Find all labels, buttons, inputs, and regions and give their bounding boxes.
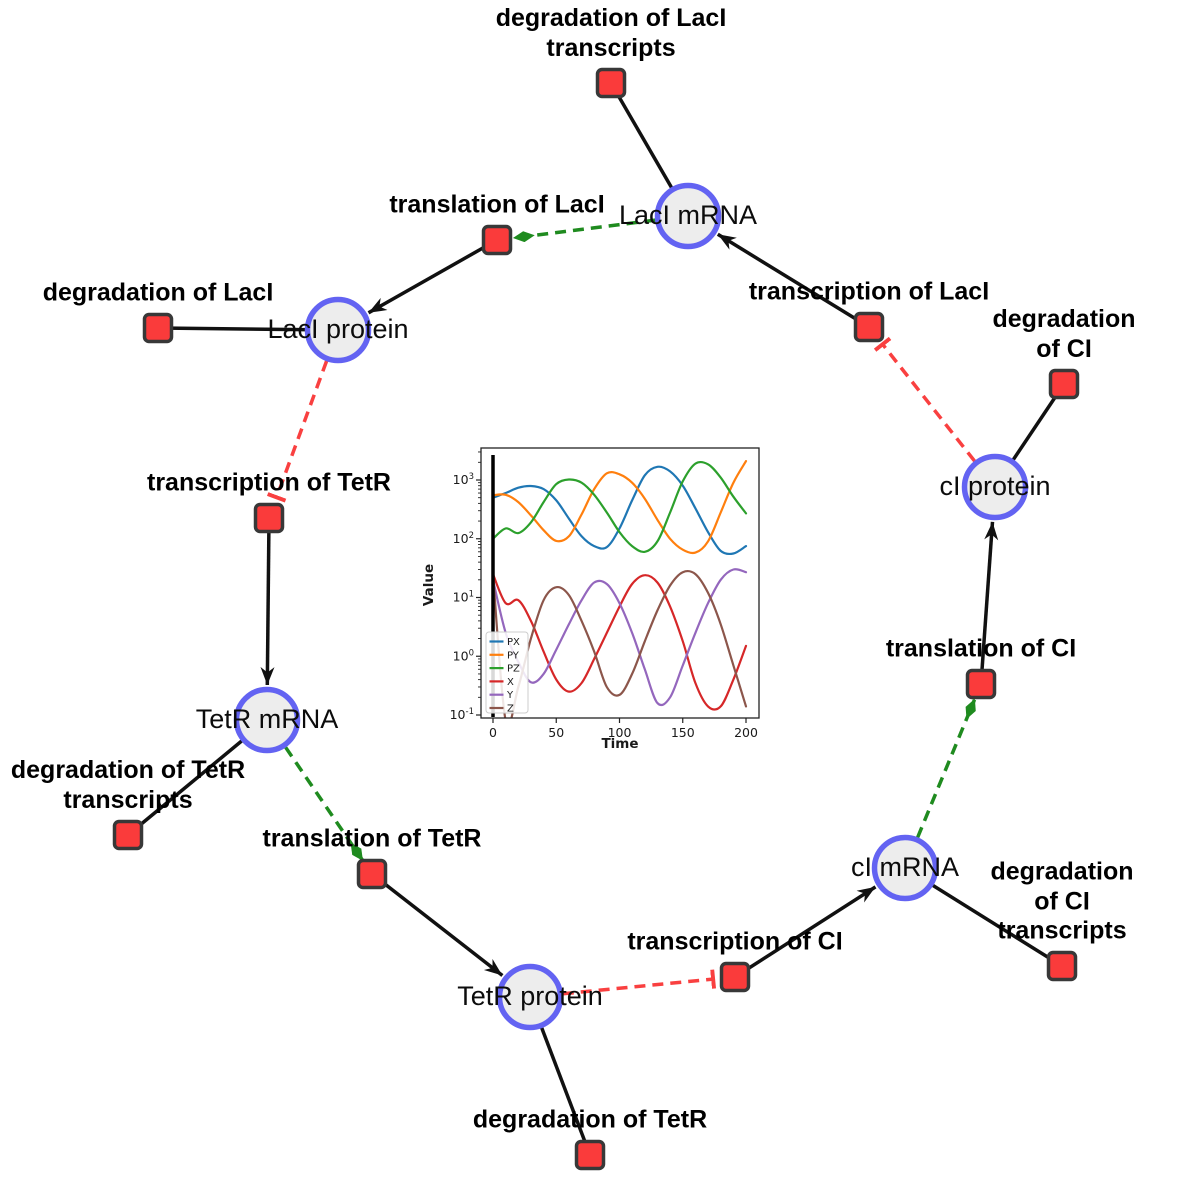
chart-ylabel: Value	[421, 564, 437, 606]
x-tick-label-50: 50	[548, 725, 564, 740]
edge-inhibition-tetr-protein-to-transcription-of-ci	[562, 969, 717, 996]
species-node-laci-protein	[304, 296, 372, 364]
chart-series-group	[491, 455, 748, 718]
chart-ticks-group: 0 50 100 150 200 10-1 100 101 102 103	[450, 451, 758, 740]
legend-label-PX: PX	[507, 637, 520, 648]
x-tick-label-100: 100	[608, 725, 632, 740]
node-group	[112, 67, 1080, 1171]
legend-label-Z: Z	[507, 704, 514, 715]
edge-production-translation-of-ci-to-ci-protein	[979, 521, 999, 685]
y-tick-label-1e-1: 10-1	[450, 707, 474, 722]
reaction-node-degradation-of-tetr-transcripts	[112, 819, 144, 851]
species-node-ci-mrna	[871, 834, 939, 902]
x-tick-label-150: 150	[671, 725, 695, 740]
edge-catalysis-laci-mrna-to-translation-of-laci	[512, 218, 656, 243]
x-tick-label-200: 200	[734, 725, 758, 740]
series-PY	[491, 460, 748, 555]
reaction-node-translation-of-laci	[481, 224, 513, 256]
reaction-node-degradation-of-ci-transcripts	[1046, 950, 1078, 982]
species-node-tetr-mrna	[233, 686, 301, 754]
y-tick-label-1e3: 103	[453, 472, 474, 487]
edge-production-translation-of-tetr-to-tetr-protein	[370, 872, 504, 977]
edge-catalysis-ci-mrna-to-translation-of-ci	[915, 698, 977, 839]
x-tick-label-0: 0	[489, 725, 497, 740]
y-tick-label-1e1: 101	[453, 590, 474, 605]
chart-xlabel: Time	[601, 736, 638, 752]
edge-production-translation-of-laci-to-laci-protein	[367, 238, 498, 315]
y-tick-label-1e2: 102	[453, 531, 474, 546]
reaction-node-transcription-of-ci	[719, 961, 751, 993]
reaction-node-transcription-of-tetr	[253, 502, 285, 534]
edge-catalysis-tetr-mrna-to-translation-of-tetr	[284, 746, 364, 861]
y-tick-label-1e0: 100	[453, 648, 474, 663]
species-node-laci-mrna	[654, 182, 722, 250]
reaction-node-transcription-of-laci	[853, 311, 885, 343]
reaction-node-translation-of-tetr	[356, 858, 388, 890]
edge-group	[126, 82, 1066, 1156]
edge-inhibition-laci-protein-to-transcription-of-tetr	[266, 360, 329, 503]
inset-chart: 0 50 100 150 200 10-1 100 101 102 103 Time Value …	[420, 430, 800, 775]
series-Z	[491, 569, 748, 718]
legend-box	[485, 631, 529, 714]
edge-production-transcription-of-ci-to-ci-mrna	[734, 885, 877, 979]
reaction-node-degradation-of-ci	[1048, 368, 1080, 400]
edge-production-transcription-of-tetr-to-tetr-mrna	[260, 517, 275, 686]
reaction-node-degradation-of-laci-transcripts	[595, 67, 627, 99]
reaction-node-degradation-of-laci	[142, 312, 174, 344]
legend-label-PZ: PZ	[507, 664, 520, 675]
edge-inhibition-ci-protein-to-transcription-of-laci	[873, 336, 976, 463]
reaction-node-degradation-of-tetr	[574, 1139, 606, 1171]
chart-legend: PX PY PZ XYZ	[485, 631, 529, 715]
species-node-ci-protein	[961, 453, 1029, 521]
legend-label-X: X	[507, 677, 514, 688]
species-node-tetr-protein	[496, 963, 564, 1031]
series-Y	[491, 568, 748, 707]
legend-label-Y: Y	[506, 690, 514, 701]
series-PX	[491, 465, 748, 556]
legend-label-PY: PY	[507, 650, 520, 661]
edge-production-transcription-of-laci-to-laci-mrna	[716, 232, 870, 329]
reaction-node-translation-of-ci	[965, 668, 997, 700]
series-PZ	[491, 460, 748, 554]
